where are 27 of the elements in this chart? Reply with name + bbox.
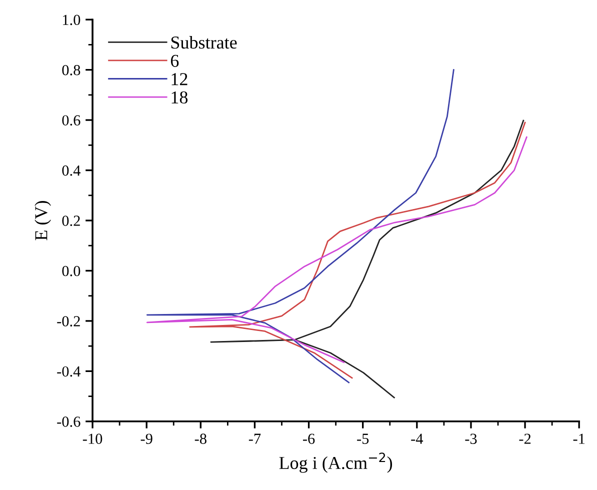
legend-label: 6 [170, 54, 179, 67]
y-tick-label: 0.2 [62, 216, 80, 226]
x-axis-title: Log i (A.cm$^{−2}$) [279, 452, 392, 473]
x-tick-label: -8 [194, 434, 206, 444]
y-tick-label: 0.6 [62, 115, 80, 126]
y-tick-label: 0.0 [62, 266, 80, 276]
y-tick-label: -0.2 [57, 316, 80, 326]
x-tick-label: -10 [82, 434, 102, 444]
x-tick-label: -5 [357, 434, 369, 444]
y-tick-label: 0.8 [62, 64, 80, 76]
y-tick-label: -0.4 [57, 366, 80, 377]
x-tick-label: -6 [302, 434, 315, 444]
x-tick-label: -4 [411, 434, 424, 444]
y-tick-label: 0.4 [62, 165, 80, 176]
line-series [146, 136, 528, 364]
x-tick-label: -7 [248, 434, 261, 444]
legend-label: 12 [172, 73, 188, 86]
x-tick-label: -9 [140, 434, 152, 444]
y-axis-title: E (V) [34, 200, 51, 240]
x-tick-label: -3 [465, 434, 477, 444]
line-series [146, 69, 454, 384]
x-tick-label: -1 [573, 434, 585, 444]
y-tick-label: 1.0 [62, 14, 80, 26]
legend-label: Substrate [171, 36, 237, 49]
x-tick-label: -2 [519, 434, 531, 444]
legend-label: 18 [172, 91, 188, 104]
y-tick-label: -0.6 [57, 416, 80, 427]
